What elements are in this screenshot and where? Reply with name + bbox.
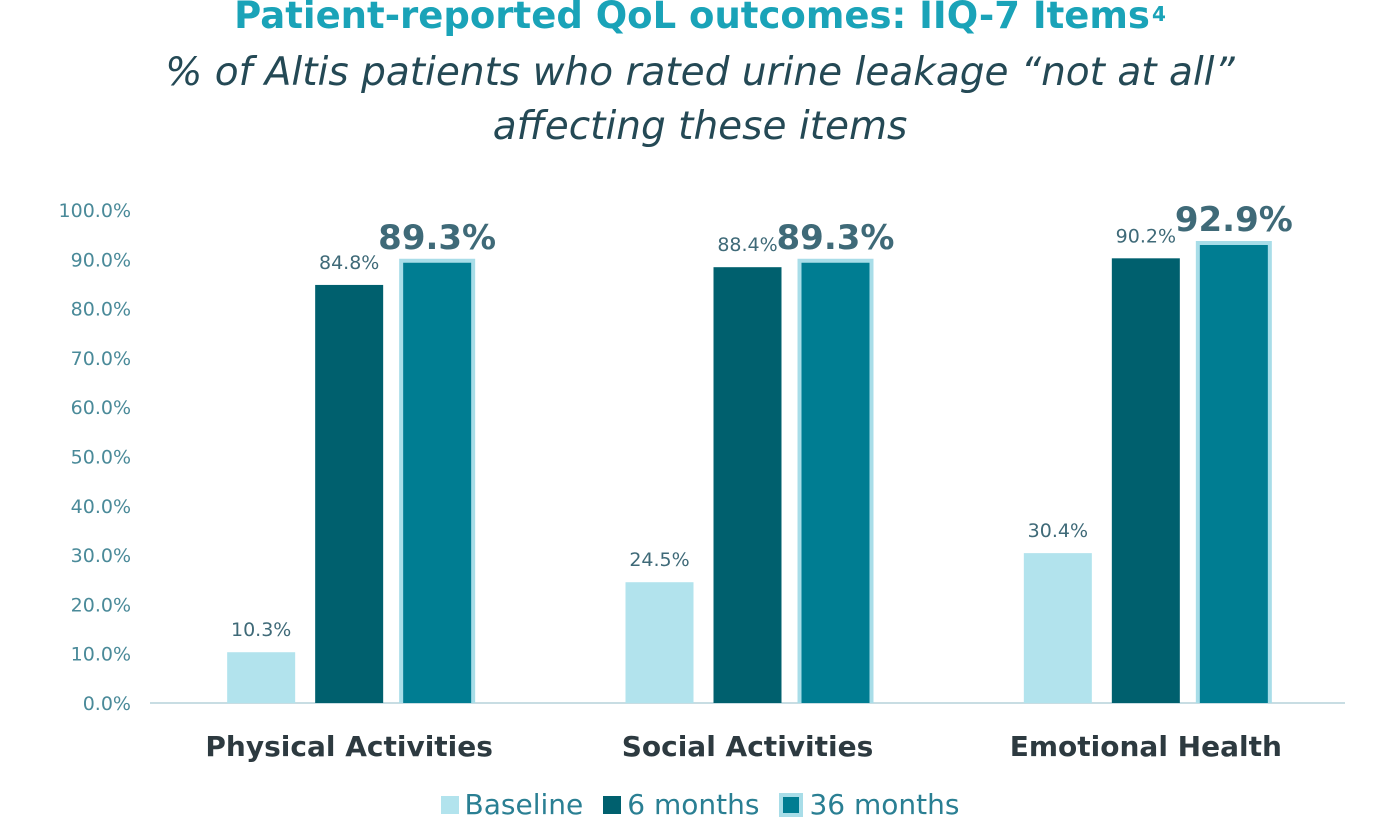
legend-item-baseline: Baseline: [440, 788, 584, 821]
bar-value-label: 30.4%: [1028, 520, 1088, 542]
y-tick-label: 0.0%: [83, 693, 131, 715]
bar-36-months: [403, 262, 472, 703]
chart-subtitle: % of Altis patients who rated urine leak…: [0, 46, 1400, 154]
bar-36-months: [801, 262, 870, 703]
y-tick-label: 20.0%: [71, 594, 131, 616]
category-label: Social Activities: [622, 730, 874, 763]
bar-value-label: 10.3%: [231, 619, 291, 641]
chart-legend: Baseline 6 months 36 months: [0, 788, 1400, 821]
y-tick-label: 80.0%: [71, 299, 131, 321]
legend-swatch-baseline: [440, 795, 459, 814]
y-tick-label: 40.0%: [71, 496, 131, 518]
chart-title: Patient-reported QoL outcomes: IIQ-7 Ite…: [0, 0, 1400, 36]
subtitle-line-1: % of Altis patients who rated urine leak…: [165, 50, 1235, 95]
subtitle-line-2: affecting these items: [492, 104, 908, 149]
bar-value-label: 90.2%: [1116, 225, 1176, 247]
bar-6-months: [315, 284, 384, 703]
bar-baseline: [1023, 553, 1092, 703]
y-tick-label: 90.0%: [71, 249, 131, 271]
bar-value-label: 24.5%: [629, 549, 689, 571]
legend-label-6-months: 6 months: [627, 788, 760, 821]
bar-6-months: [1111, 258, 1180, 703]
bar-value-label: 92.9%: [1175, 200, 1293, 240]
bar-baseline: [625, 582, 694, 703]
bar-6-months: [713, 267, 782, 703]
bar-value-label: 89.3%: [378, 218, 496, 258]
y-tick-label: 50.0%: [71, 447, 131, 469]
y-tick-label: 60.0%: [71, 397, 131, 419]
bar-36-months: [1199, 245, 1268, 704]
chart-title-text: Patient-reported QoL outcomes: IIQ-7 Ite…: [234, 0, 1150, 37]
legend-swatch-6-months: [603, 795, 622, 814]
legend-label-baseline: Baseline: [464, 788, 584, 821]
bar-value-label: 88.4%: [717, 234, 777, 256]
bar-value-label: 89.3%: [777, 218, 895, 258]
category-label: Emotional Health: [1010, 730, 1282, 763]
y-tick-label: 30.0%: [71, 545, 131, 567]
legend-item-36-months: 36 months: [779, 788, 959, 821]
y-tick-label: 10.0%: [71, 644, 131, 666]
chart-title-block: Patient-reported QoL outcomes: IIQ-7 Ite…: [0, 0, 1400, 154]
y-tick-label: 100.0%: [59, 200, 131, 222]
bar-value-label: 84.8%: [319, 252, 379, 274]
category-label: Physical Activities: [205, 730, 493, 763]
legend-item-6-months: 6 months: [603, 788, 759, 821]
bar-baseline: [227, 652, 296, 703]
title-footnote-marker: 4: [1151, 2, 1166, 26]
legend-label-36-months: 36 months: [809, 788, 960, 821]
legend-swatch-36-months: [779, 792, 804, 817]
y-tick-label: 70.0%: [71, 348, 131, 370]
